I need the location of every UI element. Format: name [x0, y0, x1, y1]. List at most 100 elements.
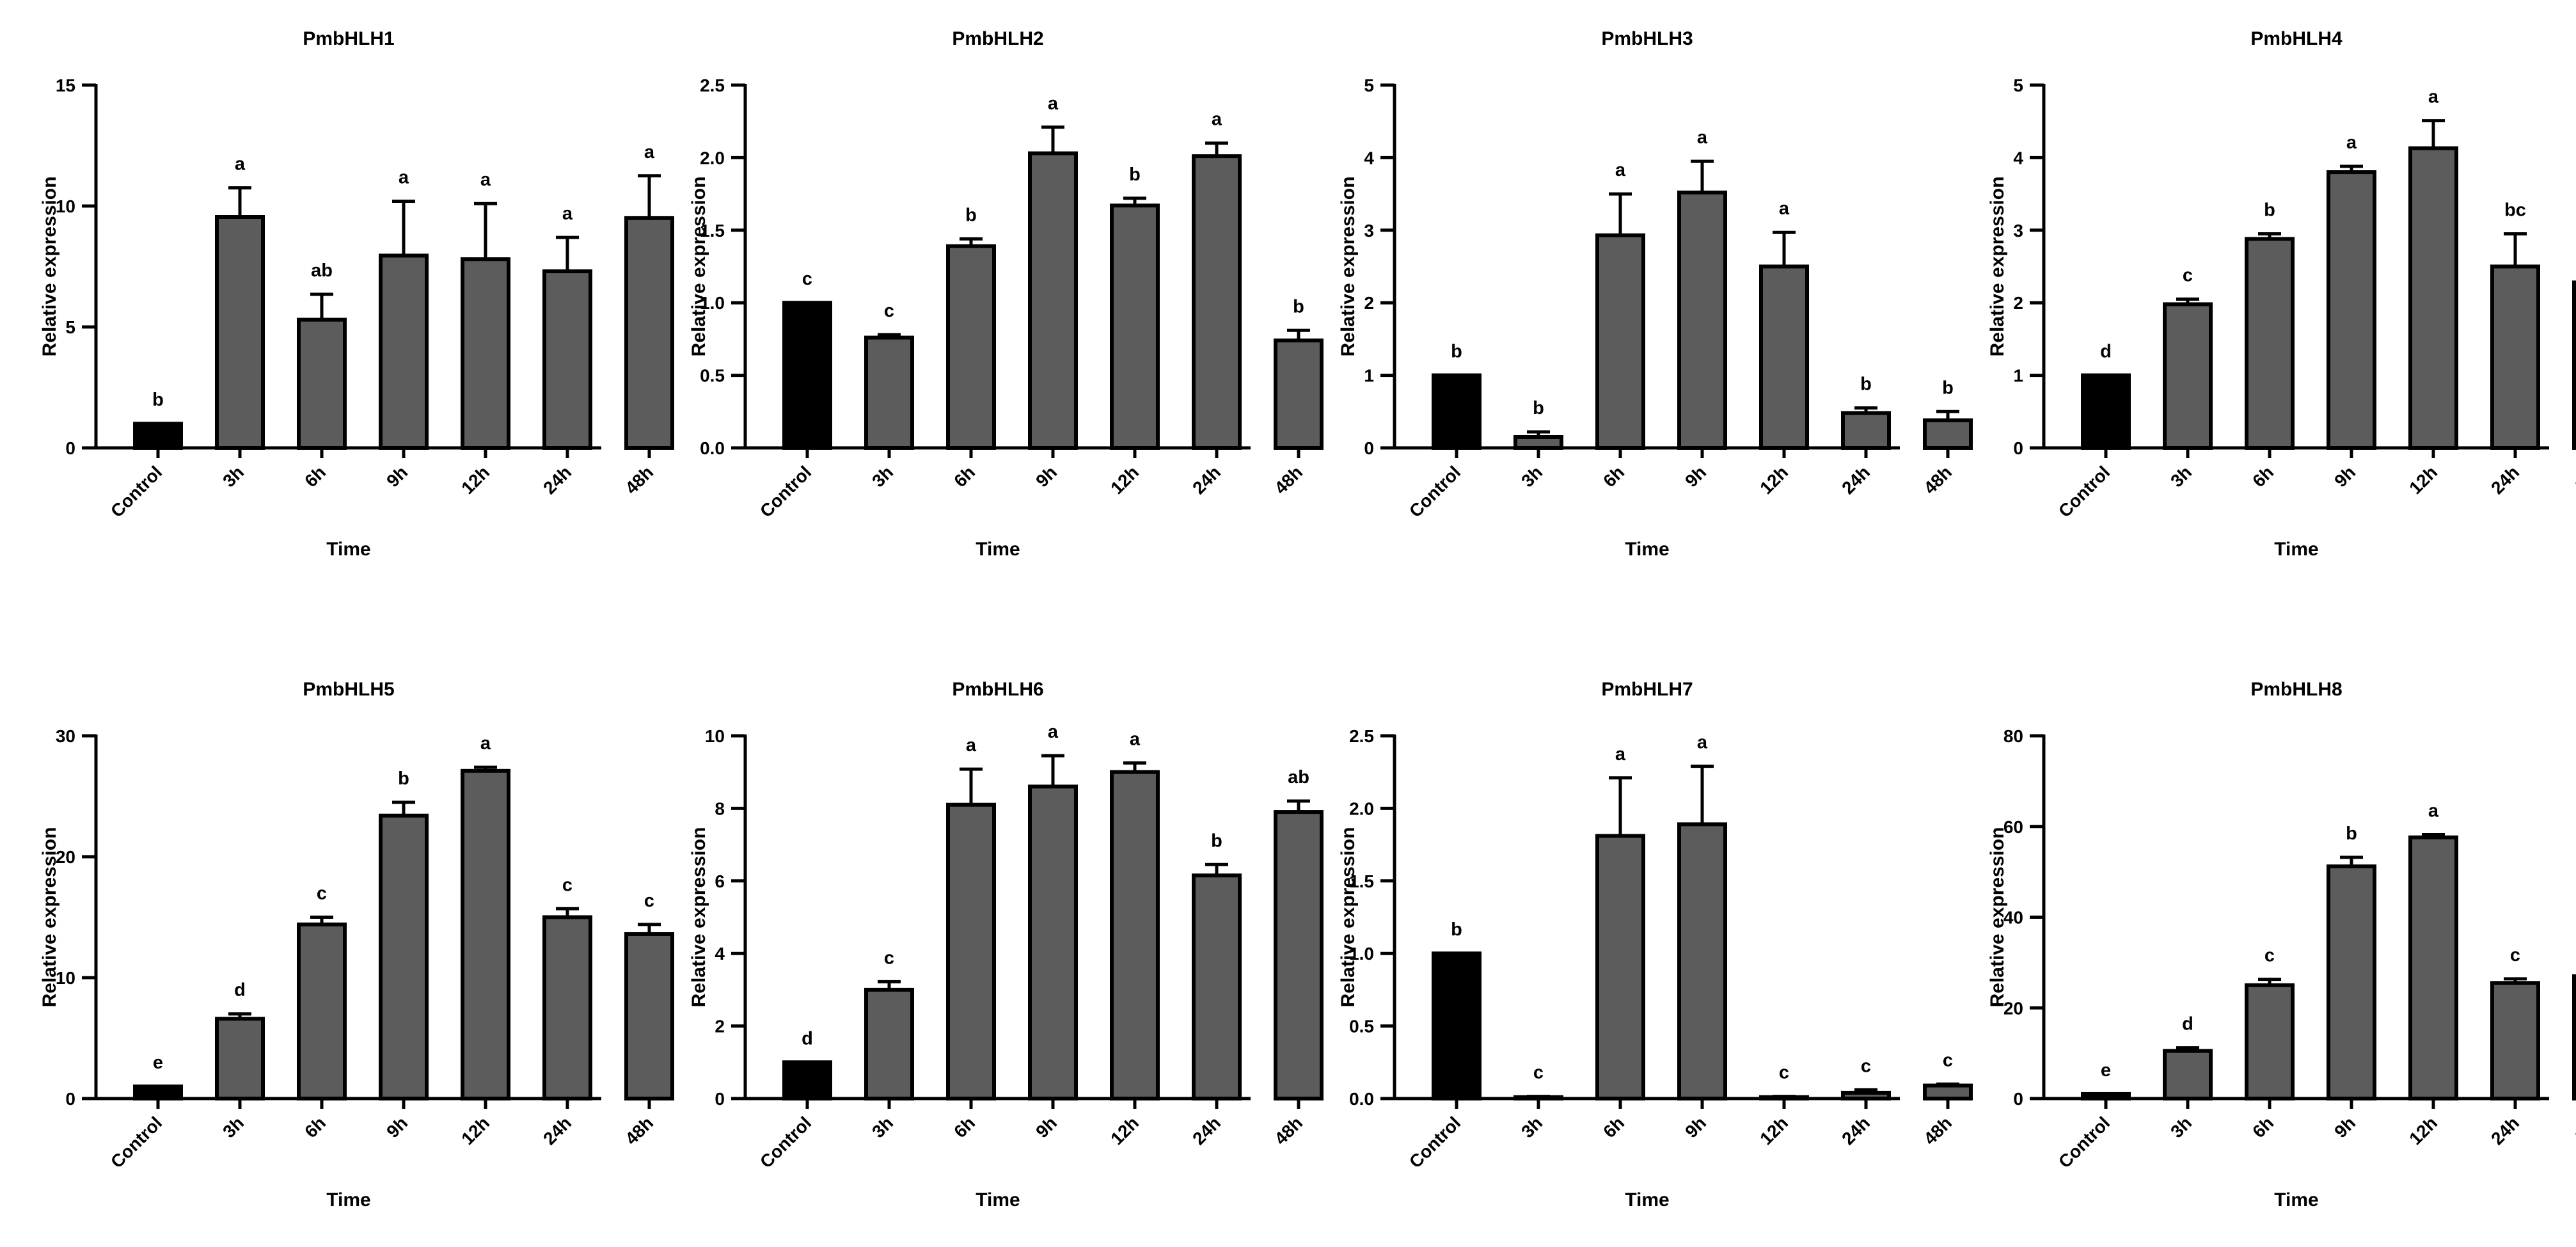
x-tick-label: 9h	[1681, 1113, 1710, 1141]
x-tick-label: Control	[1405, 1113, 1464, 1172]
x-axis-label: Time	[1625, 1189, 1669, 1211]
y-tick-label: 0.0	[1349, 1089, 1374, 1109]
bar-24h	[1841, 1090, 1891, 1100]
x-tick-label: 48h	[1270, 1113, 1306, 1148]
y-tick-label: 2.5	[1349, 726, 1374, 746]
significance-label: bc	[2504, 200, 2526, 220]
chart-title: PmbHLH1	[303, 28, 394, 49]
significance-label: a	[1615, 160, 1626, 180]
x-tick-label: Control	[2055, 1113, 2114, 1172]
y-axis-label: Relative expression	[39, 177, 60, 357]
x-axis-label: Time	[976, 1189, 1020, 1211]
significance-label: c	[2183, 266, 2193, 286]
bar-12h	[2408, 146, 2458, 450]
x-tick-label: 24h	[1838, 462, 1874, 498]
chart-title: PmbHLH7	[1601, 679, 1693, 700]
significance-label: a	[562, 203, 573, 224]
significance-label: a	[2428, 801, 2439, 822]
chart-title: PmbHLH8	[2250, 679, 2342, 700]
x-tick-label: 6h	[2248, 462, 2277, 491]
panel-pmbhlh6: PmbHLH6 Relative expression Time 0 2 4 6 8 10 d Co…	[688, 679, 1324, 1211]
bar-6h	[946, 802, 996, 1100]
significance-label: a	[966, 735, 977, 756]
y-tick-label: 0.0	[700, 438, 725, 458]
panel-pmbhlh5: PmbHLH5 Relative expression Time 0 10 20 30 e Co…	[39, 679, 674, 1211]
x-tick-label: 12h	[457, 1113, 493, 1148]
x-tick-label: 6h	[1599, 462, 1628, 491]
bar-24h	[1841, 411, 1891, 450]
significance-label: c	[884, 948, 894, 968]
x-tick-label: 24h	[1189, 1113, 1224, 1148]
y-tick-label: 0	[65, 1089, 75, 1109]
x-tick-label: Control	[756, 1113, 815, 1172]
chart-title: PmbHLH4	[2250, 28, 2343, 49]
y-tick-label: 3	[1364, 221, 1374, 241]
x-tick-label: 9h	[1032, 462, 1061, 491]
y-tick-label: 2	[1364, 293, 1374, 313]
x-tick-label: 24h	[2487, 462, 2523, 498]
y-tick-label: 5	[65, 317, 75, 337]
significance-label: b	[1533, 398, 1544, 418]
bar-9h	[1028, 151, 1078, 450]
significance-label: c	[644, 891, 654, 911]
significance-label: c	[1533, 1063, 1544, 1083]
bar-12h	[1759, 264, 1809, 450]
bar-9h	[1677, 822, 1727, 1100]
x-tick-label: 3h	[219, 462, 248, 491]
bar-12h	[1110, 770, 1160, 1100]
bar-48h	[1923, 418, 1973, 450]
x-tick-label: 24h	[2487, 1113, 2523, 1148]
bar-control	[2081, 373, 2131, 450]
y-tick-label: 60	[2003, 817, 2023, 837]
bar-3h	[864, 335, 914, 450]
bar-24h	[1192, 873, 1242, 1100]
significance-label: b	[2346, 823, 2357, 844]
y-tick-label: 0	[1364, 438, 1374, 458]
significance-label: a	[644, 142, 655, 163]
x-tick-label: Control	[2055, 462, 2114, 521]
x-tick-label: 3h	[868, 1113, 897, 1141]
significance-label: e	[2101, 1060, 2111, 1081]
significance-label: b	[1293, 296, 1304, 317]
x-tick-label: Control	[756, 462, 815, 521]
x-tick-label: 12h	[457, 462, 493, 498]
chart-title: PmbHLH3	[1601, 28, 1693, 49]
bar-control	[782, 301, 832, 450]
y-tick-label: 1.5	[1349, 871, 1374, 891]
x-tick-label: 24h	[539, 462, 575, 498]
x-tick-label: 6h	[2248, 1113, 2277, 1141]
bar-9h	[1677, 190, 1727, 450]
x-tick-label: 6h	[950, 462, 979, 491]
significance-label: a	[1048, 722, 1059, 742]
y-tick-label: 1	[1364, 366, 1374, 386]
significance-label: a	[1697, 127, 1708, 148]
x-tick-label: 12h	[1756, 462, 1792, 498]
bar-3h	[2163, 302, 2213, 450]
bar-3h	[215, 1017, 265, 1101]
bar-12h	[461, 257, 510, 450]
x-tick-label: 3h	[868, 462, 897, 491]
bar-48h	[2572, 974, 2576, 1101]
significance-label: a	[1130, 729, 1141, 750]
x-tick-label: 24h	[1838, 1113, 1874, 1148]
significance-label: b	[1129, 164, 1141, 185]
panel-pmbhlh8: PmbHLH8 Relative expression Time 0 20 40 60 80 e…	[1987, 679, 2576, 1211]
bar-control	[1432, 373, 1482, 450]
y-axis-label: Relative expression	[1987, 827, 2008, 1008]
chart-title: PmbHLH6	[952, 679, 1043, 700]
y-tick-label: 5	[1364, 75, 1374, 95]
panel-pmbhlh7: PmbHLH7 Relative expression Time 0.0 0.5 1.0 1…	[1338, 679, 1973, 1211]
significance-label: c	[2510, 945, 2520, 965]
y-tick-label: 20	[56, 847, 75, 867]
bar-24h	[542, 269, 592, 450]
y-tick-label: 0	[715, 1089, 725, 1109]
bar-6h	[297, 317, 347, 450]
x-tick-label: 6h	[1599, 1113, 1628, 1141]
y-tick-label: 1.0	[700, 293, 725, 313]
x-tick-label: 48h	[1920, 462, 1956, 498]
bar-24h	[542, 915, 592, 1100]
significance-label: ab	[311, 260, 333, 281]
bar-24h	[2490, 264, 2540, 450]
bar-48h	[624, 932, 674, 1100]
x-tick-label: 3h	[1517, 462, 1546, 491]
